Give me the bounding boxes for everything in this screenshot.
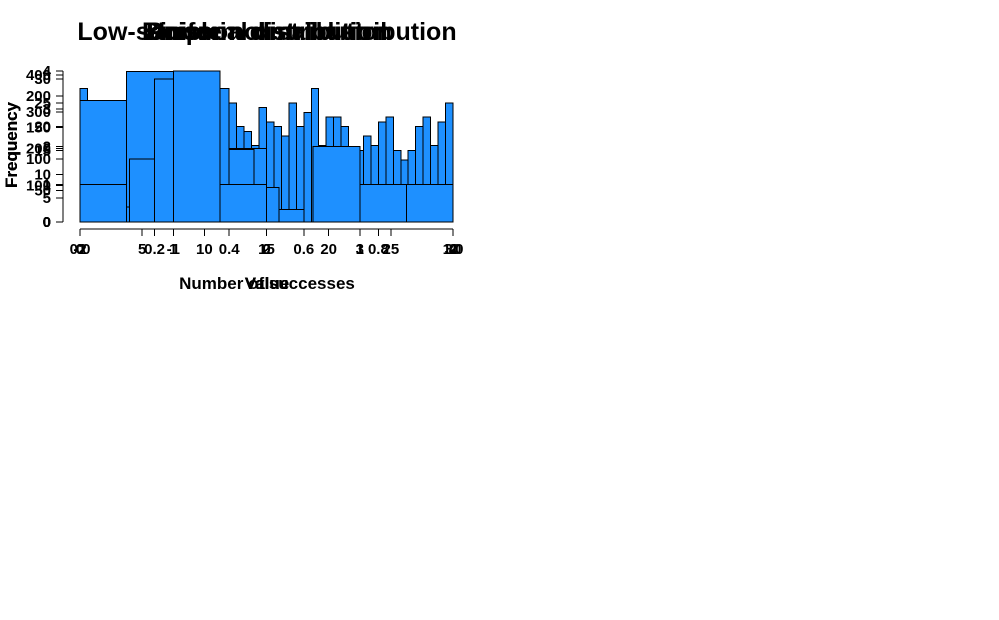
x-tick-label: 1.0	[443, 241, 464, 258]
y-tick-label: 100	[26, 151, 51, 168]
chart-title: Binomial distribution	[142, 18, 392, 46]
x-tick-label: 10	[196, 241, 213, 258]
x-tick-label: 1	[356, 241, 364, 258]
y-tick-label: 400	[26, 67, 51, 84]
y-tick-label: 10	[34, 166, 51, 183]
histogram-bar	[219, 183, 268, 223]
histogram-bar	[79, 183, 128, 223]
y-tick-label: 2	[43, 139, 51, 156]
x-tick-label: 15	[258, 241, 275, 258]
y-tick-label: 150	[26, 120, 51, 137]
x-tick-label: 0.4	[219, 241, 241, 258]
chart-title: Poisson distribution	[146, 18, 388, 46]
chart-title: Uniform distribution	[147, 18, 387, 46]
x-tick-label: -1	[167, 241, 180, 258]
histogram-bar	[312, 146, 361, 223]
x-axis-label: Value	[245, 274, 289, 293]
histogram-bar	[172, 70, 221, 223]
y-tick-label: 0	[43, 214, 51, 231]
y-tick-label: 300	[26, 104, 51, 121]
y-tick-label: 200	[26, 88, 51, 105]
x-tick-label: 2	[449, 241, 457, 258]
y-tick-label: 0	[43, 214, 51, 231]
x-tick-label: 3	[356, 241, 364, 258]
x-tick-label: -2	[73, 241, 86, 258]
x-tick-label: 0.0	[70, 241, 91, 258]
y-tick-label: 5	[43, 190, 51, 207]
histogram-bar	[405, 183, 454, 223]
y-axis-label: Frequency	[2, 101, 21, 188]
y-tick-label: 0	[43, 214, 51, 231]
plot-area: 0 1 2 3 4 -2 -1 0 1 2	[43, 63, 458, 258]
x-tick-label: 0	[262, 241, 270, 258]
x-tick-label: 5	[138, 241, 146, 258]
x-tick-label: 0	[76, 241, 84, 258]
y-tick-label: 20	[34, 119, 51, 136]
y-tick-label: 0	[43, 214, 51, 231]
x-tick-label: 0.8	[368, 241, 389, 258]
y-tick-label: 15	[34, 143, 51, 160]
y-tick-label: 25	[34, 95, 51, 112]
y-tick-label: 100	[26, 177, 51, 194]
y-axis-label: Frequency	[2, 101, 21, 188]
y-tick-label: 1	[43, 176, 51, 193]
x-tick-label: 0	[76, 241, 84, 258]
x-axis-label: Value	[245, 274, 289, 293]
x-tick-label: 25	[382, 241, 399, 258]
histogram-panel-normal: Low-sample normal distribution Frequency…	[2, 18, 458, 293]
y-tick-label: 200	[26, 141, 51, 158]
x-tick-label: 4	[449, 241, 458, 258]
x-tick-label: 2	[262, 241, 270, 258]
x-tick-label: 0.2	[144, 241, 165, 258]
y-tick-label: 50	[34, 183, 51, 200]
y-tick-label: 30	[34, 71, 51, 88]
x-axis-label: Value	[245, 274, 289, 293]
x-tick-label: 0.6	[293, 241, 314, 258]
x-tick-label: 20	[320, 241, 337, 258]
x-axis-label: Number of successes	[179, 274, 355, 293]
x-tick-label: 30	[445, 241, 462, 258]
chart-title: Low-sample normal distribution	[77, 18, 456, 46]
y-tick-label: 4	[43, 63, 52, 80]
y-axis-label: Frequency	[2, 101, 21, 188]
x-tick-label: 1	[169, 241, 177, 258]
y-tick-label: 3	[43, 101, 51, 118]
histogram-bar	[359, 183, 407, 223]
y-axis-label: Frequency	[2, 101, 21, 188]
